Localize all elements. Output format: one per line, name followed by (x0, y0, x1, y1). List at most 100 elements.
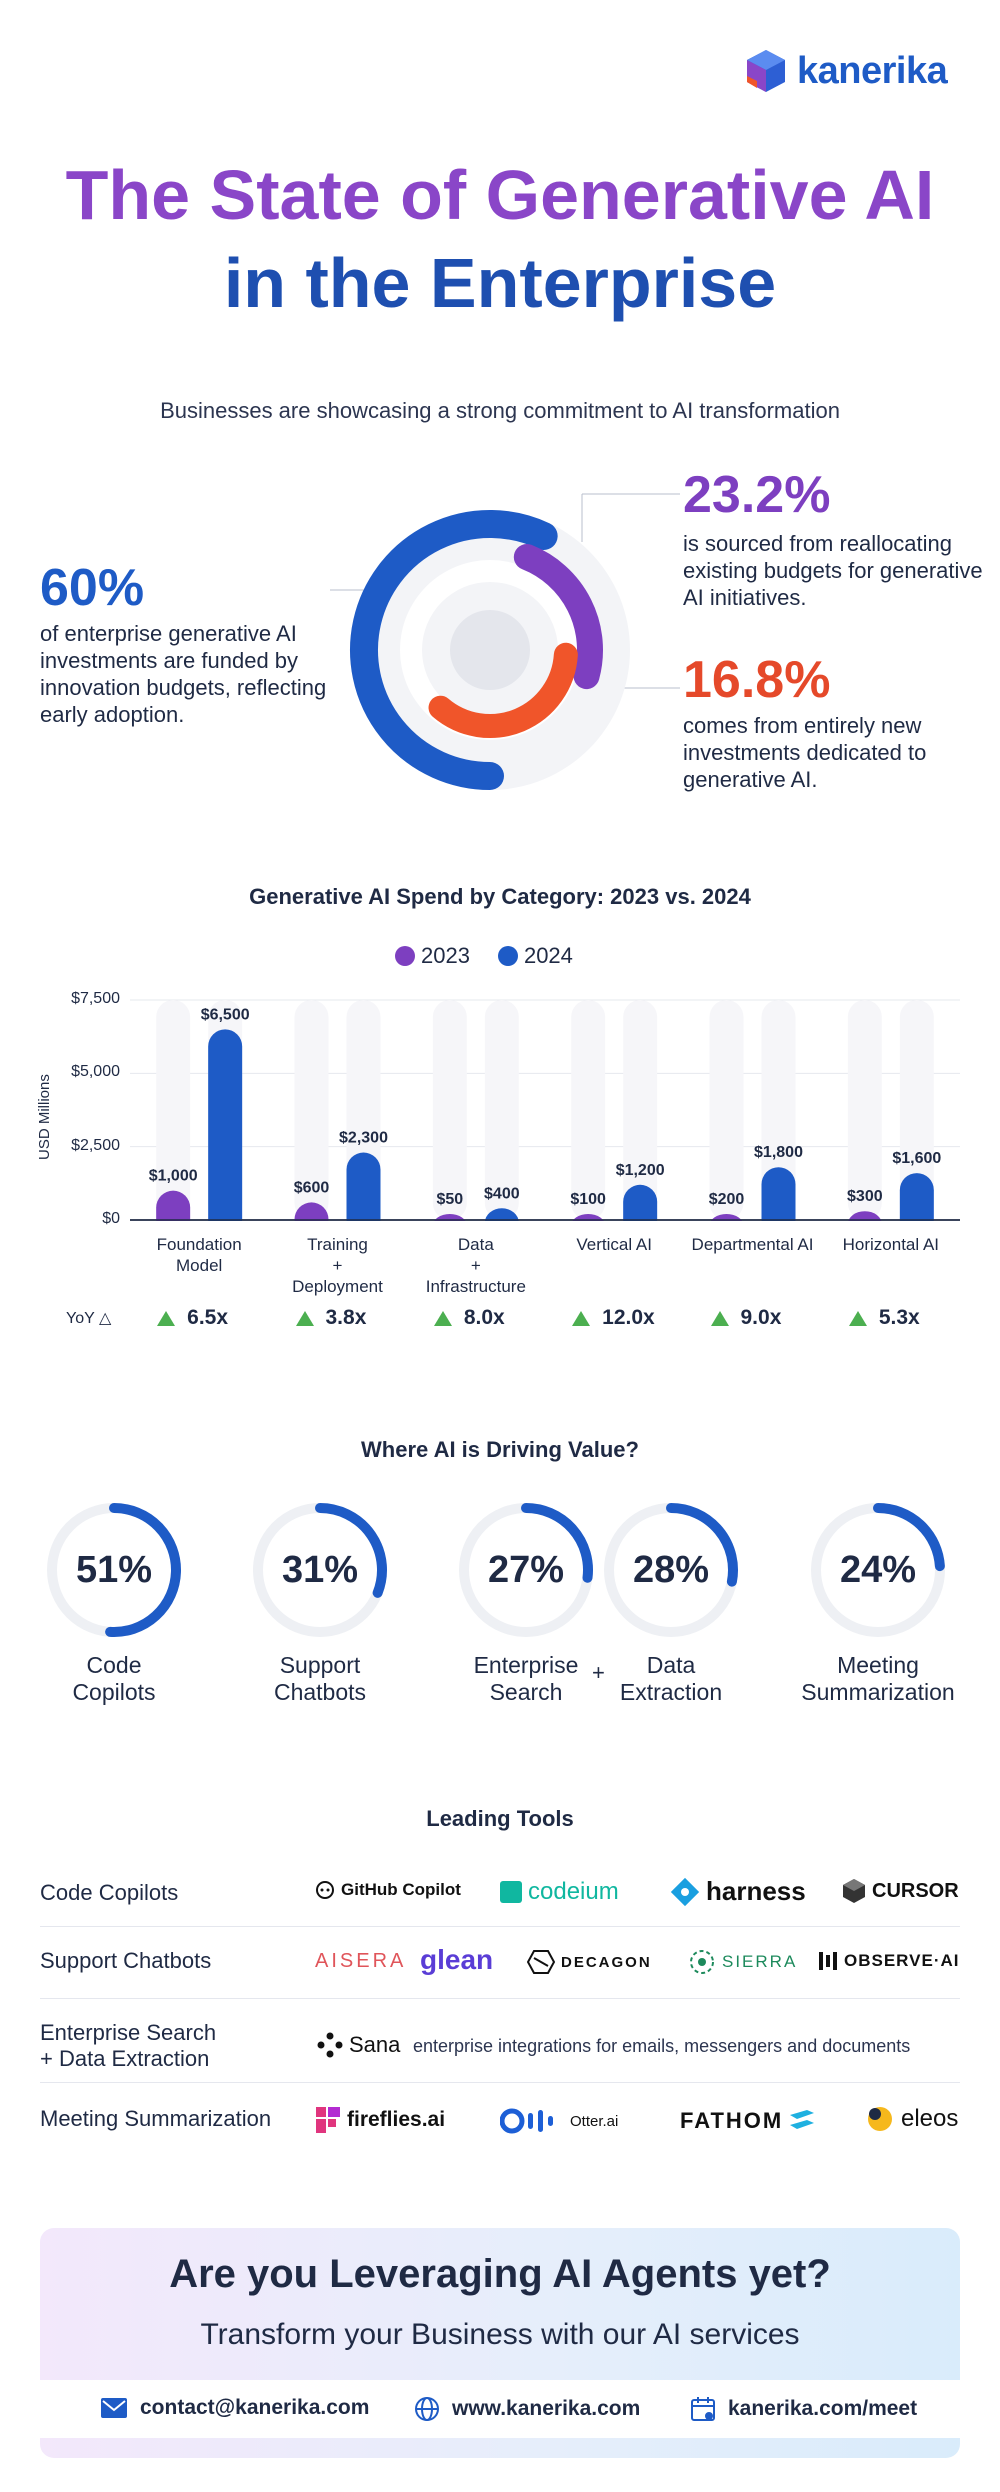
value-donut (459, 1503, 593, 1637)
decagon-icon (527, 1950, 555, 1974)
harness-icon (670, 1877, 700, 1906)
bar-track (571, 1000, 606, 1220)
bar-track (623, 1000, 658, 1220)
yoy-label-text: YoY (66, 1310, 95, 1327)
bar-value-label: $1,000 (149, 1168, 198, 1185)
tool-eleos[interactable]: eleos (865, 2104, 958, 2134)
sierra-icon (690, 1950, 714, 1974)
category-label: Foundation Model (156, 1235, 242, 1275)
yoy-value: 12.0x (572, 1306, 655, 1330)
stat-new-value: 16.8% (683, 651, 831, 709)
page-subtitle: Businesses are showcasing a strong commi… (160, 398, 840, 423)
tool-sana[interactable]: Sana (317, 2032, 400, 2058)
bar-value-label: $1,800 (754, 1144, 803, 1161)
value-donut (253, 1503, 387, 1637)
stat-reallocated-value: 23.2% (683, 466, 831, 524)
tool-name: glean (420, 1944, 494, 1975)
tool-name: OBSERVE·AI (844, 1951, 960, 1970)
donut-arc (666, 1503, 738, 1587)
tool-name: GitHub Copilot (341, 1880, 461, 1899)
tool-fathom[interactable]: FATHOM (680, 2108, 815, 2134)
tool-sierra[interactable]: SIERRA (688, 1948, 797, 1976)
tool-github-copilot[interactable]: GitHub Copilot (315, 1880, 461, 1900)
tool-row-label-line1: Enterprise Search (40, 2020, 217, 2045)
tool-decagon[interactable]: DECAGON (527, 1950, 652, 1974)
contact-meet[interactable]: kanerika.com/meet (690, 2396, 917, 2422)
y-tick-label: $0 (102, 1210, 120, 1227)
bar-value-label: $400 (484, 1185, 520, 1202)
contact-email[interactable]: contact@kanerika.com (100, 2396, 369, 2420)
bar-2024 (208, 1029, 243, 1230)
donut-label: Enterprise Search (473, 1652, 579, 1705)
plus-sign: + (592, 1660, 605, 1685)
bar-value-label: $1,200 (616, 1162, 665, 1179)
bar-track (484, 1000, 519, 1220)
value-donut (47, 1503, 181, 1637)
value-donut (604, 1503, 738, 1637)
globe-icon (415, 2397, 439, 2421)
tool-name: AISERA (315, 1950, 407, 1972)
donut-arc (105, 1503, 181, 1637)
tool-row-label-support-chatbots: Support Chatbots (40, 1948, 212, 1973)
fireflies-icon (316, 2107, 340, 2133)
tool-name: FATHOM (680, 2108, 784, 2133)
tool-otter[interactable]: Otter.ai (500, 2108, 618, 2134)
kanerika-logo-icon (747, 50, 785, 92)
email-icon (101, 2398, 127, 2418)
legend-item-2023: 2023 (395, 943, 470, 969)
up-arrow-icon (710, 1310, 729, 1326)
category-label: Departmental AI (691, 1235, 814, 1254)
donut-percent: 51% (75, 1549, 153, 1591)
page-title-line2: in the Enterprise (223, 244, 777, 322)
legend-dot-2023 (395, 946, 415, 966)
donut-arc (315, 1503, 387, 1598)
tool-fireflies[interactable]: fireflies.ai (315, 2106, 445, 2134)
arc-new-investments (428, 642, 578, 738)
donut-percent: 27% (487, 1549, 565, 1591)
fathom-icon (790, 2110, 815, 2129)
y-tick-label: $2,500 (71, 1136, 120, 1154)
tool-name: codeium (528, 1878, 619, 1905)
sana-note: enterprise integrations for emails, mess… (413, 2036, 911, 2056)
funding-donut (330, 493, 680, 790)
donut-label: Data Extraction (619, 1652, 723, 1705)
category-label: Training + Deployment (292, 1235, 383, 1296)
stat-innovation-text: of enterprise generative AI investments … (40, 621, 327, 727)
tool-codeium[interactable]: codeium (500, 1878, 619, 1906)
tool-observe-ai[interactable]: OBSERVE·AI (818, 1950, 960, 1972)
donut-core (450, 610, 530, 690)
bar-track (156, 1000, 191, 1220)
yoy-value: 6.5x (157, 1306, 228, 1330)
tool-glean[interactable]: glean (420, 1944, 493, 1976)
donut-percent: 24% (839, 1549, 917, 1591)
tool-name: SIERRA (722, 1952, 798, 1971)
bar-value-label: $300 (847, 1188, 883, 1205)
tool-name: harness (706, 1876, 806, 1906)
donut-percent: 28% (632, 1549, 710, 1591)
bar-track (294, 1000, 329, 1220)
legend-dot-2024 (497, 946, 518, 966)
donut-percent: 31% (281, 1549, 359, 1591)
brand-logo: kanerika (745, 48, 948, 94)
page-title-line1: The State of Generative AI (65, 156, 935, 234)
tool-harness[interactable]: harness (670, 1876, 806, 1907)
tool-name: fireflies.ai (347, 2108, 446, 2131)
up-arrow-icon (157, 1310, 176, 1326)
yoy-value: 8.0x (433, 1306, 505, 1330)
tool-name: CURSOR (872, 1879, 959, 1902)
tool-cursor[interactable]: CURSOR (842, 1878, 959, 1904)
yoy-label: YoY △ (66, 1308, 111, 1328)
donut-label: Meeting Summarization (801, 1652, 955, 1705)
y-tick-label: $5,000 (71, 1063, 120, 1081)
bar-track (899, 1000, 934, 1220)
bar-value-label: $2,300 (339, 1130, 388, 1147)
tool-row-label-code-copilots: Code Copilots (40, 1880, 179, 1905)
bar-track (709, 1000, 744, 1220)
tool-aisera[interactable]: AISERA (315, 1950, 406, 1973)
codeium-icon (500, 1881, 522, 1903)
cta-title: Are you Leveraging AI Agents yet? (169, 2252, 831, 2296)
category-label: Vertical AI (576, 1235, 652, 1254)
tool-name: eleos (901, 2105, 959, 2132)
divider (40, 1926, 960, 1927)
contact-website[interactable]: www.kanerika.com (414, 2396, 640, 2422)
